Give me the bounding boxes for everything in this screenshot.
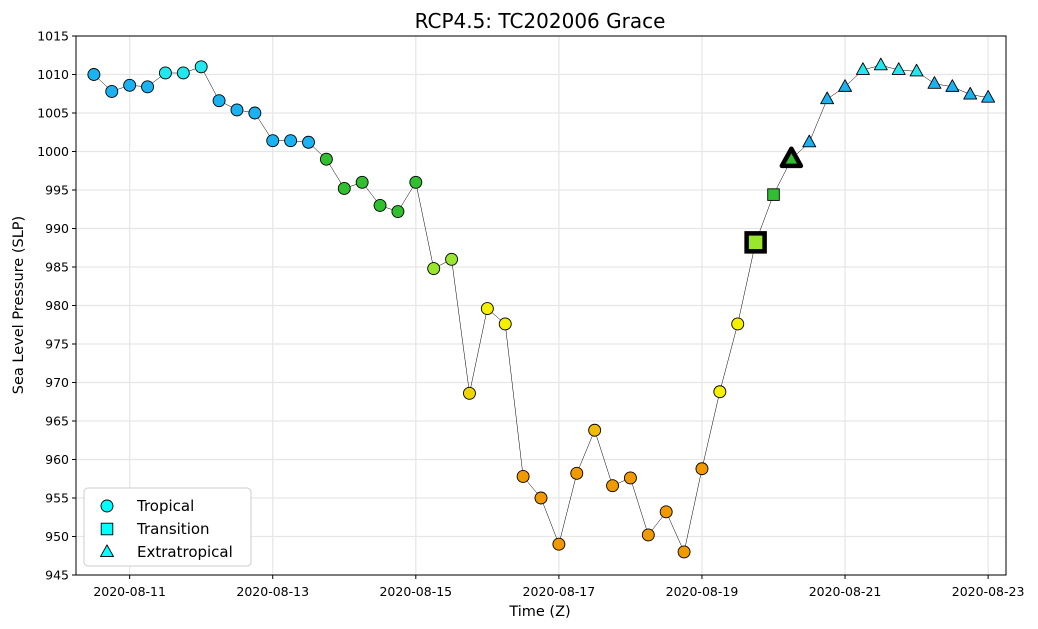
- legend-marker-square: [100, 522, 114, 536]
- data-point: [677, 545, 691, 559]
- y-axis: 945 950 955 960 965 970 975 980 985 990 995 1000 100…: [37, 29, 76, 583]
- data-point: [838, 79, 852, 92]
- y-tick-label: 945: [45, 568, 69, 583]
- data-point: [713, 385, 727, 399]
- legend-box: [83, 487, 252, 567]
- data-point: [927, 76, 942, 89]
- data-point: [588, 423, 602, 437]
- legend: Tropical Transition Extratropical: [83, 487, 252, 567]
- data-point: [873, 57, 888, 71]
- data-point: [158, 66, 172, 80]
- plot-frame: [75, 35, 1007, 576]
- y-tick-label: 985: [45, 260, 69, 275]
- data-point: [266, 134, 280, 148]
- data-point: [891, 62, 906, 75]
- data-point: [498, 317, 512, 331]
- y-tick-label: 1010: [37, 67, 69, 82]
- data-point: [820, 91, 835, 105]
- data-point: [659, 505, 673, 519]
- x-tick-label: 2020-08-21: [809, 584, 882, 599]
- x-axis: 2020-08-11 2020-08-13 2020-08-15 2020-08-17…: [93, 575, 1024, 599]
- chart-title: RCP4.5: TC202006 Grace: [415, 9, 666, 33]
- x-tick-label: 2020-08-19: [666, 584, 739, 599]
- grid: [76, 35, 1006, 576]
- data-point: [480, 302, 494, 316]
- x-tick-label: 2020-08-17: [523, 584, 596, 599]
- y-tick-label: 955: [45, 491, 69, 506]
- data-point: [141, 80, 154, 94]
- data-point: [230, 103, 244, 117]
- data-point: [319, 152, 333, 166]
- legend-label: Extratropical: [137, 543, 233, 561]
- y-tick-label: 1005: [37, 106, 69, 121]
- data-point: [516, 469, 530, 483]
- track-line: [93, 65, 989, 553]
- data-point: [641, 528, 655, 542]
- x-axis-label: Time (Z): [508, 604, 570, 620]
- data-point: [731, 317, 745, 331]
- data-point: [909, 63, 924, 77]
- data-point: [284, 134, 298, 148]
- data-point: [176, 66, 190, 80]
- x-tick-label: 2020-08-15: [379, 584, 452, 599]
- legend-label: Transition: [136, 520, 210, 538]
- data-point: [606, 479, 619, 493]
- data-point: [445, 252, 459, 266]
- data-point: [391, 205, 405, 219]
- y-tick-label: 950: [45, 529, 69, 544]
- data-point: [212, 94, 226, 108]
- markers: [87, 57, 996, 559]
- data-point: [963, 86, 978, 100]
- data-point: [194, 60, 208, 74]
- data-point: [552, 537, 566, 551]
- data-point: [355, 175, 369, 189]
- data-point: [570, 466, 584, 480]
- data-point: [695, 462, 709, 476]
- y-tick-label: 975: [45, 337, 69, 352]
- highlighted-point: [744, 231, 767, 254]
- data-point: [534, 491, 548, 505]
- data-point: [87, 68, 101, 81]
- data-point: [767, 188, 780, 201]
- x-tick-label: 2020-08-13: [236, 584, 309, 599]
- y-axis-label: Sea Level Pressure (SLP): [11, 216, 27, 394]
- y-tick-label: 1015: [37, 29, 69, 44]
- legend-marker-circle: [100, 499, 114, 513]
- legend-label: Tropical: [136, 497, 194, 515]
- data-point: [981, 89, 996, 103]
- y-tick-label: 980: [45, 298, 69, 313]
- data-point: [463, 386, 476, 400]
- x-tick-label: 2020-08-23: [952, 584, 1025, 599]
- data-point: [302, 135, 315, 149]
- y-tick-label: 970: [45, 375, 69, 390]
- y-tick-label: 990: [45, 221, 69, 236]
- data-point: [409, 175, 423, 189]
- x-tick-label: 2020-08-11: [93, 584, 166, 599]
- y-tick-label: 995: [45, 183, 69, 198]
- y-tick-label: 1000: [37, 144, 69, 159]
- data-point: [427, 262, 441, 275]
- legend-marker-triangle: [100, 544, 114, 557]
- data-point: [248, 106, 262, 120]
- data-point: [373, 198, 387, 212]
- data-point: [105, 84, 119, 98]
- y-tick-label: 960: [45, 452, 69, 467]
- data-point: [623, 471, 637, 485]
- data-point: [945, 79, 960, 92]
- highlighted-point: [779, 146, 804, 169]
- data-point: [855, 62, 870, 75]
- data-point: [123, 78, 137, 92]
- data-point: [337, 182, 351, 195]
- data-point: [802, 134, 817, 148]
- y-tick-label: 965: [45, 414, 69, 429]
